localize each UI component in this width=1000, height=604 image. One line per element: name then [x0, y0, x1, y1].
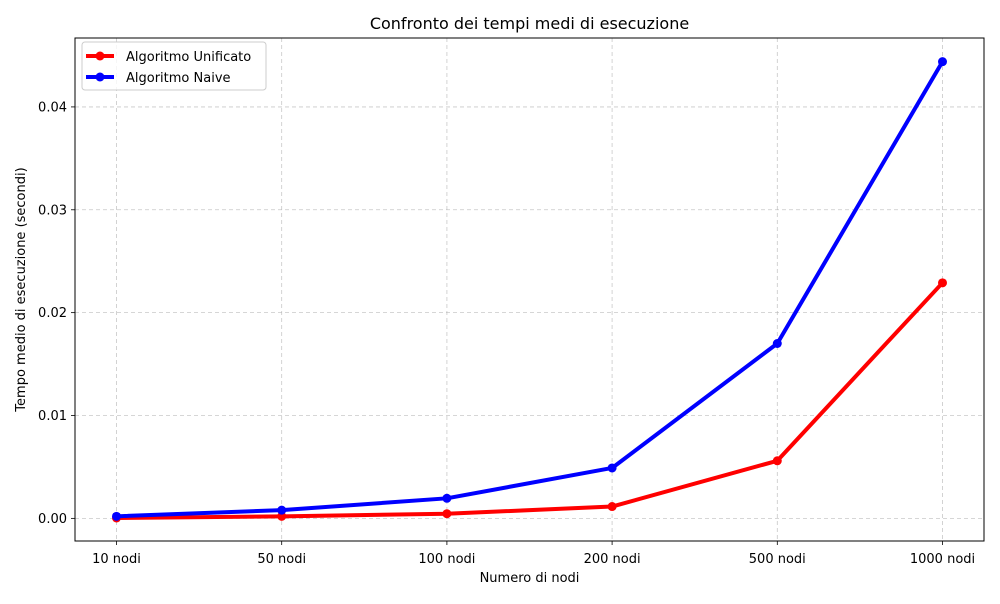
- y-tick-label: 0.01: [38, 409, 67, 424]
- y-axis-ticks: 0.00 0.01 0.02 0.03 0.04: [38, 100, 75, 527]
- data-point-naive: [442, 493, 452, 503]
- legend-box: [81, 41, 267, 91]
- data-point-naive: [607, 463, 617, 473]
- data-point-unificato: [772, 456, 782, 466]
- chart-title: Confronto dei tempi medi di esecuzione: [370, 14, 689, 33]
- data-point-naive: [772, 339, 782, 349]
- series-layer: [112, 57, 947, 523]
- x-tick-label: 100 nodi: [418, 552, 475, 567]
- legend: Algoritmo Unificato Algoritmo Naive: [81, 41, 267, 91]
- x-axis-label: Numero di nodi: [480, 571, 580, 586]
- x-tick-label: 50 nodi: [257, 552, 306, 567]
- x-tick-label: 10 nodi: [92, 552, 141, 567]
- data-point-unificato: [938, 278, 947, 288]
- data-point-unificato: [442, 509, 452, 519]
- y-tick-label: 0.00: [38, 512, 67, 527]
- data-point-naive: [112, 511, 121, 521]
- legend-marker-naive: [95, 72, 105, 82]
- series-line-unificato: [114, 280, 945, 520]
- legend-label-naive: Algoritmo Naive: [126, 71, 231, 86]
- legend-entry-unificato: Algoritmo Unificato: [86, 50, 251, 65]
- series-line-naive: [114, 59, 945, 519]
- data-point-naive: [938, 57, 947, 67]
- legend-entry-naive: Algoritmo Naive: [86, 71, 231, 86]
- y-tick-label: 0.03: [38, 203, 67, 218]
- legend-marker-unificato: [95, 51, 105, 61]
- plot-area-frame: [74, 37, 985, 542]
- data-point-unificato: [277, 511, 287, 521]
- y-tick-label: 0.04: [38, 100, 67, 115]
- x-tick-label: 500 nodi: [749, 552, 806, 567]
- grid-layer: [75, 38, 984, 541]
- y-tick-label: 0.02: [38, 306, 67, 321]
- data-point-unificato: [607, 502, 617, 512]
- x-tick-label: 1000 nodi: [910, 552, 975, 567]
- x-tick-label: 200 nodi: [584, 552, 641, 567]
- legend-label-unificato: Algoritmo Unificato: [126, 50, 251, 65]
- x-axis-ticks: 10 nodi 50 nodi 100 nodi 200 nodi 500 nodi 10…: [92, 541, 975, 567]
- data-point-naive: [277, 505, 287, 515]
- y-axis-label: Tempo medio di esecuzione (secondi): [14, 167, 29, 412]
